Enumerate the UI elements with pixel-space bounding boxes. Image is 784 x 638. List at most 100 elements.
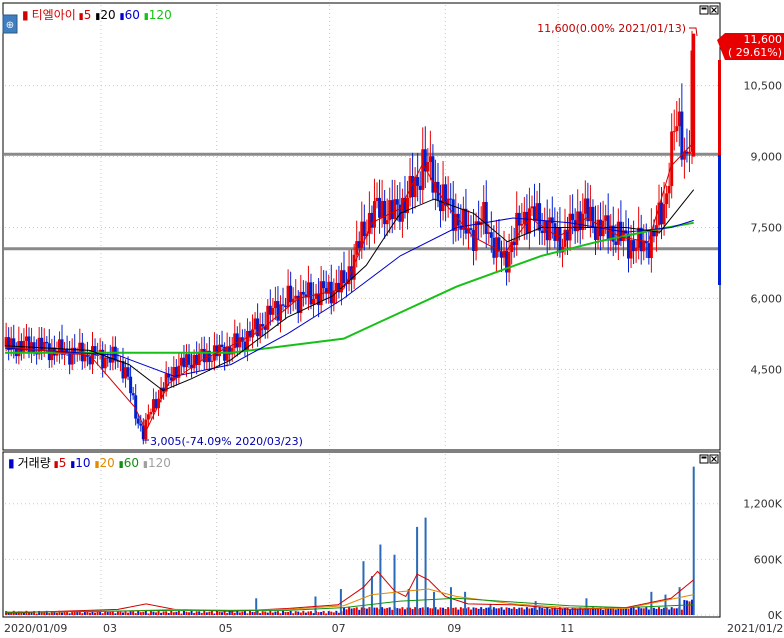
volume-bar <box>327 611 330 615</box>
candle-body <box>657 202 661 226</box>
volume-bar <box>467 607 470 615</box>
volume-bar <box>317 612 320 615</box>
volume-bar <box>71 610 74 615</box>
volume-bar <box>642 608 645 615</box>
price-legend-items: ▮5 ▮20 ▮60 ▮120 <box>79 8 172 22</box>
candle-body <box>616 221 620 245</box>
candle-body <box>195 354 199 365</box>
candle-body <box>642 241 646 252</box>
volume-bar <box>297 611 300 615</box>
candle-body <box>220 344 224 348</box>
candle-body <box>632 240 636 252</box>
candle-body <box>106 357 110 359</box>
volume-bar <box>353 608 356 615</box>
price-pane-close-icon[interactable] <box>709 5 719 15</box>
volume-bar <box>675 608 678 615</box>
volume-pane-maximize-icon[interactable] <box>699 454 709 464</box>
volume-bar <box>398 608 401 615</box>
candle-body <box>380 200 384 218</box>
candle-body <box>129 376 133 394</box>
candle-body <box>362 221 366 237</box>
candle-body <box>484 201 488 234</box>
volume-bar <box>632 607 635 615</box>
volume-bar <box>68 613 71 615</box>
candle-body <box>108 357 112 363</box>
volume-bar <box>289 610 292 615</box>
volume-bar <box>259 613 262 615</box>
volume-bar <box>376 607 379 615</box>
volume-bar <box>243 611 246 615</box>
candle-body <box>24 336 28 341</box>
volume-bar <box>619 607 622 615</box>
candle-body <box>68 351 72 365</box>
volume-bar <box>350 608 353 615</box>
candle-body <box>403 197 407 213</box>
volume-bar <box>614 609 617 615</box>
candle-body <box>665 193 669 205</box>
volume-bar <box>38 610 41 615</box>
candle-body <box>487 232 491 234</box>
candle-body <box>190 364 194 369</box>
volume-bar <box>536 609 539 615</box>
candle-body <box>334 282 338 292</box>
volume-bar <box>660 608 663 615</box>
volume-bar <box>76 612 79 615</box>
candle-body <box>571 213 575 221</box>
candle-body <box>418 185 422 190</box>
x-tick-label: 05 <box>219 622 233 635</box>
volume-bar <box>477 608 480 615</box>
candle-body <box>654 225 658 237</box>
volume-bar <box>48 613 51 615</box>
chart-settings-icon[interactable]: ⊕ <box>2 14 18 34</box>
volume-bar <box>25 610 28 615</box>
volume-bar <box>602 609 605 615</box>
volume-bar <box>691 599 694 615</box>
volume-bar <box>139 612 142 615</box>
candle-body <box>505 250 509 273</box>
volume-bar <box>299 612 302 615</box>
candle-body <box>372 201 376 228</box>
volume-bar <box>188 612 191 615</box>
candle-body <box>157 398 161 409</box>
candle-body <box>7 337 11 351</box>
candle-body <box>680 111 684 160</box>
volume-bar <box>127 612 130 615</box>
volume-bar <box>121 612 124 615</box>
volume-bar <box>50 611 53 615</box>
volume-pane-close-icon[interactable] <box>709 454 719 464</box>
candle-body <box>174 367 178 378</box>
candle-body <box>223 347 227 361</box>
volume-bar <box>462 608 465 615</box>
volume-bar <box>360 607 363 615</box>
volume-bar <box>530 608 533 615</box>
candle-body <box>78 342 82 353</box>
volume-bar <box>452 607 455 615</box>
candle-body <box>101 349 105 369</box>
volume-bar <box>132 611 135 615</box>
candle-body <box>139 423 143 426</box>
volume-bar <box>215 610 218 615</box>
volume-bar <box>556 609 559 615</box>
candle-body <box>42 341 46 351</box>
candle-body <box>329 281 333 304</box>
legend-item-20: ▮20 <box>95 7 116 22</box>
candle-body <box>593 226 597 240</box>
legend-item-60: ▮60 <box>119 7 140 22</box>
candle-body <box>182 357 186 368</box>
candle-body <box>497 237 501 252</box>
candle-body <box>482 201 486 223</box>
volume-bar <box>124 610 127 615</box>
volume-bar <box>670 607 673 615</box>
volume-bar <box>510 608 513 615</box>
candle-body <box>256 318 260 337</box>
candle-body <box>278 304 282 321</box>
price-pane-maximize-icon[interactable] <box>699 5 709 15</box>
volume-bar <box>683 599 686 615</box>
volume-bar <box>553 607 556 615</box>
candle-body <box>124 367 128 379</box>
volume-bar <box>342 607 345 615</box>
candle-body <box>439 200 443 212</box>
volume-bar <box>22 612 25 615</box>
candle-body <box>545 220 549 241</box>
